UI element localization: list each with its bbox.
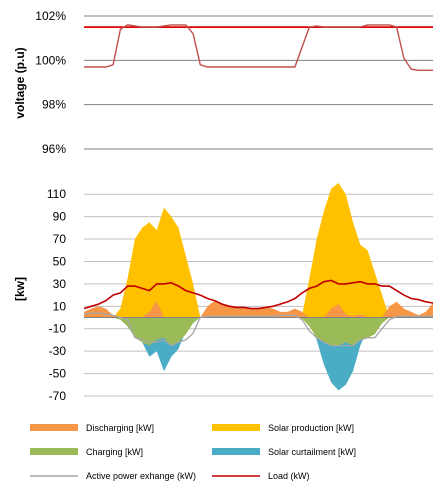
power-tick-label: -10 bbox=[49, 322, 67, 336]
voltage-gridlines bbox=[84, 15, 433, 150]
line-load-kw bbox=[83, 279, 434, 310]
power-tick-label: -30 bbox=[49, 344, 67, 358]
area-solar-production-kw bbox=[84, 183, 433, 318]
voltage-tick-label: 102% bbox=[35, 9, 66, 23]
legend-swatch bbox=[212, 448, 260, 455]
legend-label: Discharging [kW] bbox=[86, 423, 154, 433]
legend-label: Solar curtailment [kW] bbox=[268, 447, 356, 457]
voltage-chart: 96% 98% 100% 102% voltage (p.u) bbox=[13, 9, 433, 156]
area-charging-kw bbox=[84, 317, 433, 346]
legend-label: Charging [kW] bbox=[86, 447, 143, 457]
power-tick-label: 70 bbox=[53, 232, 67, 246]
power-tick-label: 10 bbox=[53, 299, 67, 313]
voltage-line-1 bbox=[84, 24, 433, 72]
power-axis-label: [kw] bbox=[13, 277, 27, 301]
legend-swatch bbox=[212, 424, 260, 431]
legend-label: Active power exhange (kW) bbox=[86, 471, 196, 481]
legend-label: Load (kW) bbox=[268, 471, 310, 481]
power-tick-label: 90 bbox=[53, 210, 67, 224]
voltage-tick-label: 96% bbox=[42, 142, 66, 156]
legend-label: Solar production [kW] bbox=[268, 423, 354, 433]
legend-swatch bbox=[30, 448, 78, 455]
power-y-ticks: -70 -50 -30 -10 10 30 50 70 90 110 bbox=[47, 187, 66, 403]
legend-swatch bbox=[30, 424, 78, 431]
voltage-tick-label: 98% bbox=[42, 98, 66, 112]
legend: Discharging [kW] Solar production [kW] Cha… bbox=[30, 423, 356, 481]
voltage-tick-label: 100% bbox=[35, 53, 66, 67]
power-series bbox=[83, 183, 434, 391]
power-tick-label: 30 bbox=[53, 277, 67, 291]
power-tick-label: 50 bbox=[53, 254, 67, 268]
power-tick-label: -70 bbox=[49, 389, 67, 403]
power-tick-label: -50 bbox=[49, 367, 67, 381]
voltage-y-ticks: 96% 98% 100% 102% bbox=[35, 9, 66, 156]
voltage-axis-label: voltage (p.u) bbox=[13, 47, 27, 118]
power-chart: -70 -50 -30 -10 10 30 50 70 90 110 [kw] bbox=[13, 183, 434, 403]
power-tick-label: 110 bbox=[47, 187, 66, 201]
line-active-power-exhange-kw bbox=[83, 312, 433, 347]
voltage-series bbox=[84, 24, 433, 72]
